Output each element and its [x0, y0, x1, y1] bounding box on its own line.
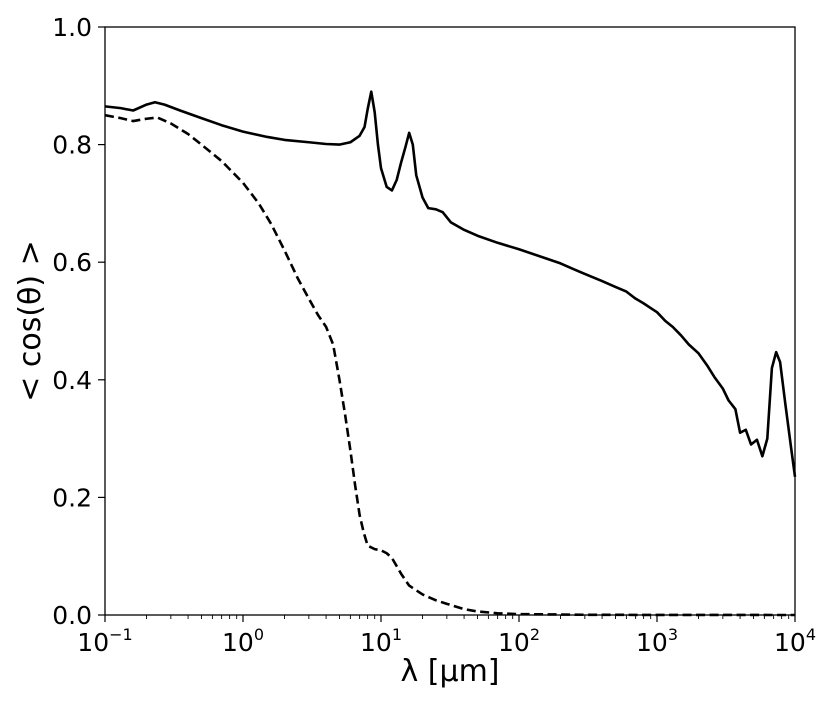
y-tick-label: 0.8 [52, 131, 92, 160]
x-tick-label: 104 [774, 625, 816, 657]
x-tick-label: 102 [498, 625, 540, 657]
y-tick-label: 0.6 [52, 248, 92, 277]
y-axis-label: < cos(θ) > [13, 240, 48, 402]
y-tick-label: 0.4 [52, 366, 92, 395]
y-tick-label: 1.0 [52, 13, 92, 42]
plot-frame [104, 26, 796, 616]
y-tick-label: 0.2 [52, 483, 92, 512]
series-line-solid [104, 90, 797, 477]
y-tick-label: 0.0 [52, 601, 92, 630]
x-axis-ticks: 10−1 100 101 102 103 104 [77, 615, 816, 657]
series-layer [104, 90, 797, 617]
y-axis-ticks: 0.0 0.2 0.4 0.6 0.8 1.0 [52, 13, 105, 630]
x-tick-label: 10−1 [77, 625, 132, 657]
x-axis-label: λ [μm] [400, 654, 499, 689]
x-tick-label: 101 [360, 625, 402, 657]
x-tick-label: 100 [222, 625, 264, 657]
x-tick-label: 103 [636, 625, 678, 657]
series-line-dashed [104, 113, 796, 617]
